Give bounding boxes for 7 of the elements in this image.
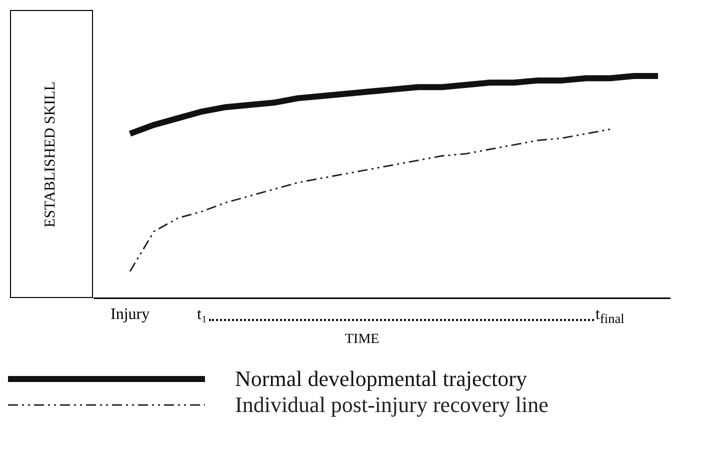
y-axis-title: ESTABLISHED SKILL	[42, 81, 60, 227]
x-tick-label: t₁	[197, 306, 208, 324]
text: Normal developmental trajectory	[235, 366, 527, 392]
x-tick-label: Injury	[110, 306, 150, 324]
x-axis-title: TIME	[345, 332, 380, 348]
x-tick-label: t$_{final}$	[596, 306, 624, 328]
text: Individual post-injury recovery line	[235, 392, 548, 418]
